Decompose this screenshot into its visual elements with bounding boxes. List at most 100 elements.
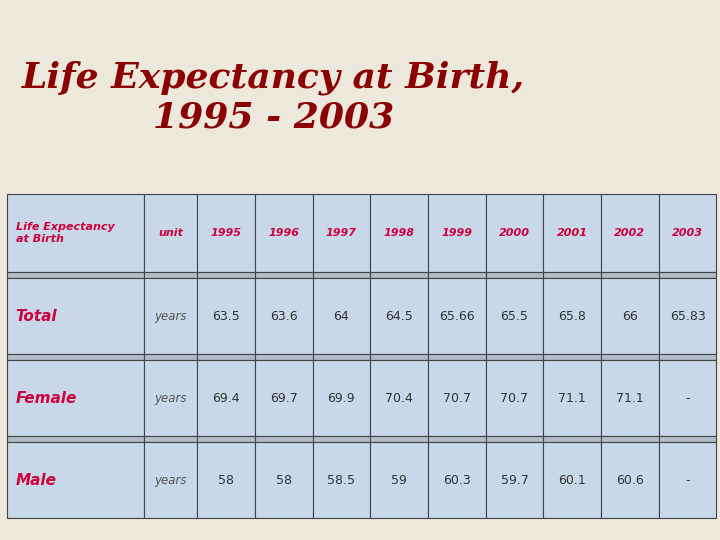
Text: years: years xyxy=(155,474,187,487)
Text: 69.4: 69.4 xyxy=(212,392,240,405)
FancyBboxPatch shape xyxy=(197,442,255,518)
Text: 60.3: 60.3 xyxy=(443,474,471,487)
FancyBboxPatch shape xyxy=(255,436,312,442)
FancyBboxPatch shape xyxy=(7,194,145,272)
Text: 70.7: 70.7 xyxy=(443,392,471,405)
Text: 2002: 2002 xyxy=(614,228,645,238)
FancyBboxPatch shape xyxy=(544,194,601,272)
FancyBboxPatch shape xyxy=(428,436,485,442)
Text: 65.8: 65.8 xyxy=(558,309,586,323)
Text: 1995: 1995 xyxy=(210,228,241,238)
FancyBboxPatch shape xyxy=(659,442,716,518)
Text: 63.5: 63.5 xyxy=(212,309,240,323)
Text: 63.6: 63.6 xyxy=(270,309,297,323)
Text: -: - xyxy=(685,474,690,487)
FancyBboxPatch shape xyxy=(544,354,601,360)
FancyBboxPatch shape xyxy=(659,194,716,272)
FancyBboxPatch shape xyxy=(370,194,428,272)
FancyBboxPatch shape xyxy=(485,436,544,442)
FancyBboxPatch shape xyxy=(255,194,312,272)
FancyBboxPatch shape xyxy=(601,194,659,272)
Text: 2003: 2003 xyxy=(672,228,703,238)
Text: 60.6: 60.6 xyxy=(616,474,644,487)
FancyBboxPatch shape xyxy=(312,442,370,518)
Text: 58.5: 58.5 xyxy=(328,474,356,487)
Text: 2001: 2001 xyxy=(557,228,588,238)
FancyBboxPatch shape xyxy=(197,272,255,278)
FancyBboxPatch shape xyxy=(197,436,255,442)
FancyBboxPatch shape xyxy=(544,436,601,442)
Text: 59: 59 xyxy=(391,474,407,487)
FancyBboxPatch shape xyxy=(601,442,659,518)
FancyBboxPatch shape xyxy=(485,194,544,272)
FancyBboxPatch shape xyxy=(7,442,145,518)
Text: 65.83: 65.83 xyxy=(670,309,706,323)
FancyBboxPatch shape xyxy=(197,360,255,436)
FancyBboxPatch shape xyxy=(485,278,544,354)
Text: 65.5: 65.5 xyxy=(500,309,528,323)
Text: 58: 58 xyxy=(276,474,292,487)
FancyBboxPatch shape xyxy=(370,442,428,518)
FancyBboxPatch shape xyxy=(255,360,312,436)
FancyBboxPatch shape xyxy=(7,360,145,436)
FancyBboxPatch shape xyxy=(659,272,716,278)
Text: 64.5: 64.5 xyxy=(385,309,413,323)
Text: Female: Female xyxy=(16,391,77,406)
FancyBboxPatch shape xyxy=(7,272,145,278)
FancyBboxPatch shape xyxy=(659,278,716,354)
Text: 69.9: 69.9 xyxy=(328,392,355,405)
FancyBboxPatch shape xyxy=(659,360,716,436)
FancyBboxPatch shape xyxy=(7,436,145,442)
FancyBboxPatch shape xyxy=(544,278,601,354)
FancyBboxPatch shape xyxy=(428,272,485,278)
FancyBboxPatch shape xyxy=(601,354,659,360)
Text: 1999: 1999 xyxy=(441,228,472,238)
Text: years: years xyxy=(155,309,187,323)
FancyBboxPatch shape xyxy=(145,360,197,436)
FancyBboxPatch shape xyxy=(312,354,370,360)
FancyBboxPatch shape xyxy=(370,272,428,278)
Text: years: years xyxy=(155,392,187,405)
Text: 64: 64 xyxy=(333,309,349,323)
Text: 60.1: 60.1 xyxy=(558,474,586,487)
Text: 69.7: 69.7 xyxy=(270,392,297,405)
FancyBboxPatch shape xyxy=(485,442,544,518)
FancyBboxPatch shape xyxy=(145,272,197,278)
Text: 66: 66 xyxy=(622,309,638,323)
FancyBboxPatch shape xyxy=(312,278,370,354)
Text: 2000: 2000 xyxy=(499,228,530,238)
FancyBboxPatch shape xyxy=(601,278,659,354)
FancyBboxPatch shape xyxy=(255,354,312,360)
FancyBboxPatch shape xyxy=(370,278,428,354)
FancyBboxPatch shape xyxy=(370,354,428,360)
FancyBboxPatch shape xyxy=(428,278,485,354)
FancyBboxPatch shape xyxy=(544,272,601,278)
Text: 71.1: 71.1 xyxy=(558,392,586,405)
FancyBboxPatch shape xyxy=(145,194,197,272)
Text: 1996: 1996 xyxy=(269,228,300,238)
FancyBboxPatch shape xyxy=(312,360,370,436)
Text: Total: Total xyxy=(16,309,58,323)
FancyBboxPatch shape xyxy=(659,354,716,360)
FancyBboxPatch shape xyxy=(7,278,145,354)
FancyBboxPatch shape xyxy=(255,272,312,278)
Text: Life Expectancy
at Birth: Life Expectancy at Birth xyxy=(16,222,114,244)
FancyBboxPatch shape xyxy=(370,360,428,436)
Text: 59.7: 59.7 xyxy=(500,474,528,487)
FancyBboxPatch shape xyxy=(145,354,197,360)
FancyBboxPatch shape xyxy=(255,442,312,518)
FancyBboxPatch shape xyxy=(428,360,485,436)
Text: unit: unit xyxy=(158,228,184,238)
Text: Male: Male xyxy=(16,473,57,488)
FancyBboxPatch shape xyxy=(312,436,370,442)
FancyBboxPatch shape xyxy=(7,354,145,360)
FancyBboxPatch shape xyxy=(197,354,255,360)
FancyBboxPatch shape xyxy=(601,436,659,442)
FancyBboxPatch shape xyxy=(197,194,255,272)
FancyBboxPatch shape xyxy=(544,360,601,436)
FancyBboxPatch shape xyxy=(255,278,312,354)
FancyBboxPatch shape xyxy=(145,278,197,354)
FancyBboxPatch shape xyxy=(659,436,716,442)
FancyBboxPatch shape xyxy=(601,272,659,278)
Text: 70.4: 70.4 xyxy=(385,392,413,405)
